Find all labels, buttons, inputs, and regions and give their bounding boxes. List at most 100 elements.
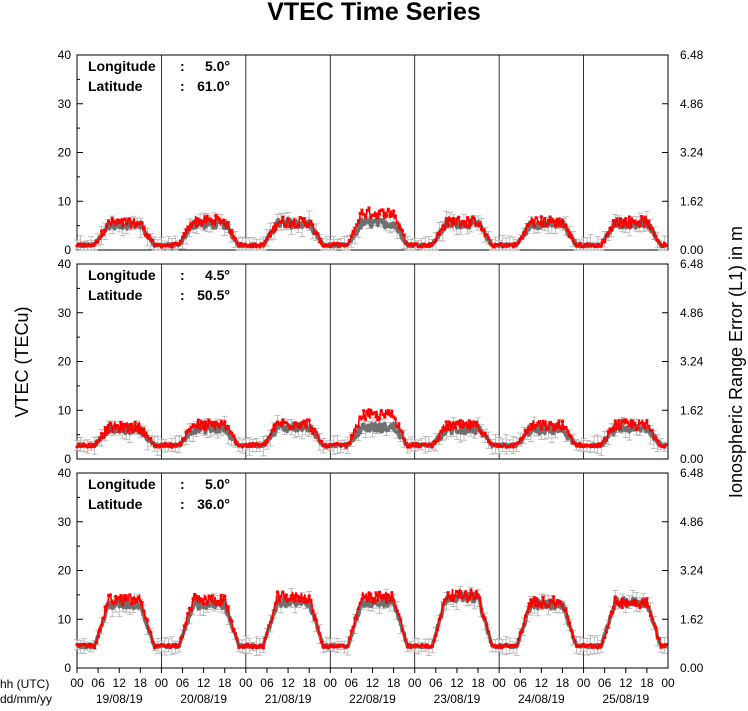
measured-point: [323, 444, 327, 448]
measured-point: [583, 443, 587, 447]
measured-point: [490, 442, 494, 446]
measured-point: [212, 219, 216, 223]
measured-point: [418, 644, 422, 648]
measured-point: [198, 600, 202, 604]
measured-point: [422, 242, 426, 246]
measured-point: [128, 423, 132, 427]
measured-point: [175, 443, 179, 447]
measured-point: [555, 599, 559, 603]
measured-point: [534, 216, 538, 220]
measured-point: [115, 218, 119, 222]
measured-point: [170, 245, 174, 249]
measured-point: [263, 443, 267, 447]
measured-point: [84, 444, 88, 448]
latitude-label: Latitude: [88, 287, 143, 303]
measured-point: [319, 439, 323, 443]
measured-point: [137, 429, 141, 433]
measured-point: [641, 217, 645, 221]
measured-point: [420, 643, 424, 647]
measured-point: [240, 445, 244, 449]
measured-point: [539, 215, 543, 219]
measured-point: [290, 221, 294, 225]
measured-point: [154, 242, 158, 246]
measured-point: [254, 442, 258, 446]
measured-point: [620, 225, 624, 229]
measured-point: [154, 445, 158, 449]
measured-point: [662, 241, 666, 245]
measured-point: [335, 241, 339, 245]
measured-point: [423, 244, 427, 248]
measured-point: [545, 223, 549, 227]
measured-point: [624, 217, 628, 221]
measured-point: [664, 443, 668, 447]
measured-point: [622, 223, 626, 227]
y-right-tick-label: 3.24: [680, 564, 704, 578]
measured-point: [360, 416, 364, 420]
measured-point: [469, 222, 473, 226]
measured-point: [446, 427, 450, 431]
measured-point: [599, 644, 603, 648]
measured-point: [476, 222, 480, 226]
measured-point: [471, 424, 475, 428]
measured-point: [402, 633, 406, 637]
measured-point: [516, 637, 520, 641]
measured-point: [488, 242, 492, 246]
measured-point: [536, 421, 540, 425]
measured-point: [485, 233, 489, 237]
measured-point: [114, 222, 118, 226]
measured-point: [121, 426, 125, 430]
measured-point: [411, 644, 415, 648]
measured-point: [513, 442, 517, 446]
measured-point: [346, 242, 350, 246]
measured-point: [400, 228, 404, 232]
measured-point: [261, 243, 265, 247]
measured-point: [420, 245, 424, 249]
x-date-label-item: 21/08/19: [265, 692, 312, 706]
measured-point: [601, 238, 605, 242]
measured-point: [276, 223, 280, 227]
measured-point: [638, 224, 642, 228]
panel-1: 0 10 20 30 40 0.00 1.62 3.24 4.86 6.48 Longitude: 5…: [58, 48, 704, 257]
measured-point: [622, 600, 626, 604]
measured-point: [177, 644, 181, 648]
measured-point: [179, 443, 183, 447]
measured-point: [302, 217, 306, 221]
measured-point: [265, 632, 269, 636]
measured-point: [237, 444, 241, 448]
measured-point: [344, 244, 348, 248]
measured-point: [376, 216, 380, 220]
measured-point: [381, 413, 385, 417]
measured-series-points: [75, 588, 668, 650]
measured-point: [487, 237, 491, 241]
measured-point: [253, 444, 257, 448]
measured-point: [288, 426, 292, 430]
x-hour-tick-label: 00: [155, 676, 169, 690]
measured-point: [189, 225, 193, 229]
longitude-label: Longitude: [88, 476, 156, 492]
measured-point: [473, 597, 477, 601]
x-hour-tick-label: 12: [450, 676, 464, 690]
measured-point: [210, 594, 214, 598]
measured-point: [501, 645, 505, 649]
measured-point: [122, 217, 126, 221]
y-right-tick-label: 0.00: [680, 452, 704, 466]
measured-point: [553, 426, 557, 430]
measured-point: [344, 645, 348, 649]
latitude-value: 61.0°: [197, 78, 230, 94]
measured-point: [379, 408, 383, 412]
x-date-label-item: 20/08/19: [180, 692, 227, 706]
measured-point: [100, 623, 104, 627]
longitude-colon: :: [180, 267, 185, 283]
measured-point: [467, 595, 471, 599]
measured-point: [504, 445, 508, 449]
measured-point: [655, 439, 659, 443]
measured-point: [458, 590, 462, 594]
measured-point: [631, 602, 635, 606]
measured-point: [327, 244, 331, 248]
measured-point: [309, 429, 313, 433]
measured-point: [524, 614, 528, 618]
latitude-label: Latitude: [88, 78, 143, 94]
measured-point: [441, 426, 445, 430]
measured-point: [82, 642, 86, 646]
measured-point: [101, 435, 105, 439]
